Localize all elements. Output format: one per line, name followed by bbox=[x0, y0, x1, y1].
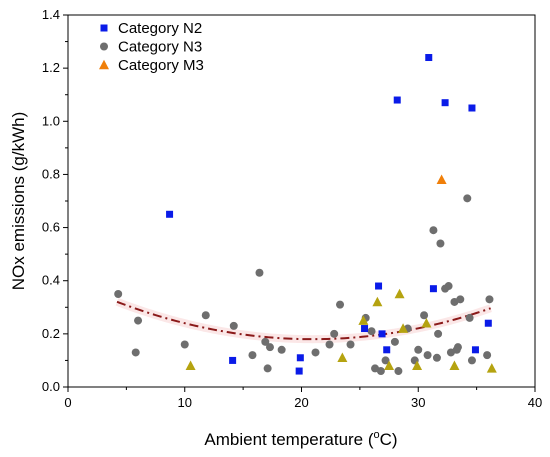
data-point bbox=[261, 337, 270, 346]
data-point bbox=[398, 323, 409, 333]
legend-label: Category N3 bbox=[118, 39, 202, 56]
data-point bbox=[441, 99, 449, 107]
data-point bbox=[444, 282, 453, 291]
data-point bbox=[449, 360, 460, 371]
y-axis-ticks: 0.0 0.2 0.4 0.6 0.8 1.0 1.2 1.4 bbox=[42, 7, 68, 394]
series-circle bbox=[114, 194, 494, 376]
x-axis-ticks: 0 10 20 30 40 bbox=[64, 387, 542, 410]
x-tick-label: 30 bbox=[411, 395, 425, 410]
data-point bbox=[358, 315, 369, 325]
data-points-layer bbox=[114, 54, 497, 376]
data-point bbox=[201, 311, 210, 320]
y-tick-label: 0.8 bbox=[42, 166, 60, 181]
x-tick-label: 20 bbox=[294, 395, 308, 410]
data-point bbox=[390, 337, 399, 346]
x-tick-label: 0 bbox=[64, 395, 71, 410]
y-tick-label: 0.4 bbox=[42, 273, 60, 288]
data-point bbox=[337, 352, 348, 363]
data-point bbox=[375, 282, 383, 290]
data-point bbox=[463, 194, 472, 203]
data-point bbox=[361, 325, 369, 333]
data-point bbox=[180, 340, 189, 349]
y-tick-label: 0.0 bbox=[42, 379, 60, 394]
data-point bbox=[432, 353, 441, 362]
data-point bbox=[336, 300, 345, 309]
data-point bbox=[394, 288, 405, 299]
data-point bbox=[429, 226, 438, 235]
data-point bbox=[467, 356, 476, 365]
data-point bbox=[367, 327, 376, 336]
data-point bbox=[311, 348, 320, 357]
data-point bbox=[483, 351, 492, 360]
series-square bbox=[166, 54, 492, 375]
y-tick-label: 0.6 bbox=[42, 220, 60, 235]
legend-marker bbox=[100, 42, 108, 51]
data-point bbox=[383, 346, 391, 354]
data-point bbox=[429, 285, 437, 293]
y-tick-label: 1.4 bbox=[42, 7, 60, 22]
data-point bbox=[486, 363, 497, 373]
data-point bbox=[485, 295, 494, 304]
data-point bbox=[325, 340, 334, 349]
series-triangle bbox=[185, 174, 497, 373]
data-point bbox=[420, 311, 429, 320]
legend-marker bbox=[100, 24, 108, 32]
legend-marker bbox=[99, 59, 109, 70]
data-point bbox=[421, 317, 432, 328]
data-point bbox=[114, 290, 123, 298]
data-point bbox=[384, 360, 395, 371]
trendline bbox=[116, 300, 491, 341]
data-point bbox=[456, 295, 465, 304]
data-point bbox=[378, 330, 386, 338]
data-point bbox=[330, 329, 339, 338]
data-point bbox=[229, 321, 238, 330]
data-point bbox=[414, 345, 423, 354]
data-point bbox=[425, 54, 433, 62]
data-point bbox=[436, 239, 445, 248]
data-point bbox=[295, 367, 303, 375]
y-tick-label: 0.2 bbox=[42, 326, 60, 341]
data-point bbox=[265, 343, 274, 352]
y-tick-label: 1.0 bbox=[42, 113, 60, 128]
data-point bbox=[185, 360, 196, 371]
legend-label: Category M3 bbox=[118, 57, 204, 74]
y-tick-label: 1.2 bbox=[42, 60, 60, 75]
data-point bbox=[465, 313, 474, 322]
data-point bbox=[255, 268, 264, 277]
data-point bbox=[423, 351, 432, 360]
data-point bbox=[372, 296, 383, 307]
data-point bbox=[131, 348, 140, 357]
data-point bbox=[471, 346, 479, 354]
data-point bbox=[393, 96, 401, 104]
data-point bbox=[436, 174, 447, 185]
data-point bbox=[381, 356, 390, 365]
data-point bbox=[229, 356, 237, 364]
legend-label: Category N2 bbox=[118, 20, 202, 37]
data-point bbox=[468, 104, 476, 112]
data-point bbox=[376, 367, 385, 376]
data-point bbox=[296, 354, 304, 362]
data-point bbox=[453, 343, 462, 352]
data-point bbox=[484, 319, 492, 327]
data-point bbox=[134, 316, 143, 325]
data-point bbox=[434, 329, 443, 338]
data-point bbox=[263, 364, 272, 373]
y-axis-title: NOx emissions (g/kWh) bbox=[9, 112, 28, 291]
data-point bbox=[394, 367, 403, 376]
data-point bbox=[166, 210, 174, 218]
data-point bbox=[277, 345, 286, 354]
x-tick-label: 10 bbox=[178, 395, 192, 410]
data-point bbox=[346, 340, 355, 349]
data-point bbox=[248, 351, 257, 360]
x-axis-title: Ambient temperature (oC) bbox=[204, 429, 397, 449]
data-point bbox=[412, 360, 423, 371]
x-tick-label: 40 bbox=[528, 395, 542, 410]
